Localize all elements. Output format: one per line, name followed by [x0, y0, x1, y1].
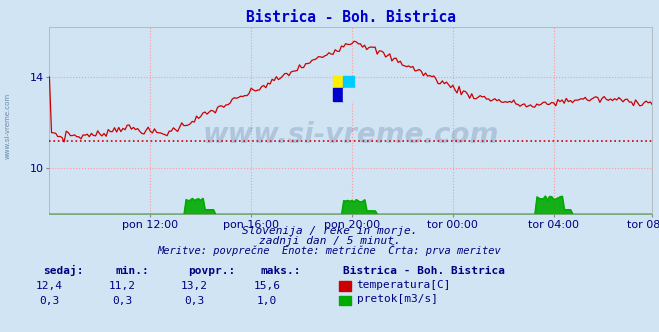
Text: 15,6: 15,6 [254, 281, 280, 291]
Title: Bistrica - Boh. Bistrica: Bistrica - Boh. Bistrica [246, 10, 456, 25]
Text: 0,3: 0,3 [185, 296, 204, 306]
Text: povpr.:: povpr.: [188, 266, 235, 276]
Text: min.:: min.: [115, 266, 149, 276]
Text: 12,4: 12,4 [36, 281, 63, 291]
Text: Bistrica - Boh. Bistrica: Bistrica - Boh. Bistrica [343, 266, 505, 276]
Bar [343, 76, 354, 88]
Text: pretok[m3/s]: pretok[m3/s] [357, 294, 438, 304]
Text: sedaj:: sedaj: [43, 265, 83, 276]
Text: maks.:: maks.: [260, 266, 301, 276]
Text: 11,2: 11,2 [109, 281, 135, 291]
Text: Meritve: povprečne  Enote: metrične  Črta: prva meritev: Meritve: povprečne Enote: metrične Črta:… [158, 244, 501, 256]
Text: 0,3: 0,3 [112, 296, 132, 306]
Bar [343, 88, 354, 101]
Text: www.si-vreme.com: www.si-vreme.com [203, 122, 499, 149]
Text: 13,2: 13,2 [181, 281, 208, 291]
Text: zadnji dan / 5 minut.: zadnji dan / 5 minut. [258, 236, 401, 246]
Bar [333, 76, 343, 88]
Text: www.si-vreme.com: www.si-vreme.com [5, 93, 11, 159]
Text: 1,0: 1,0 [257, 296, 277, 306]
Bar [333, 88, 343, 101]
Text: Slovenija / reke in morje.: Slovenija / reke in morje. [242, 226, 417, 236]
Text: 0,3: 0,3 [40, 296, 59, 306]
Text: temperatura[C]: temperatura[C] [357, 280, 451, 290]
